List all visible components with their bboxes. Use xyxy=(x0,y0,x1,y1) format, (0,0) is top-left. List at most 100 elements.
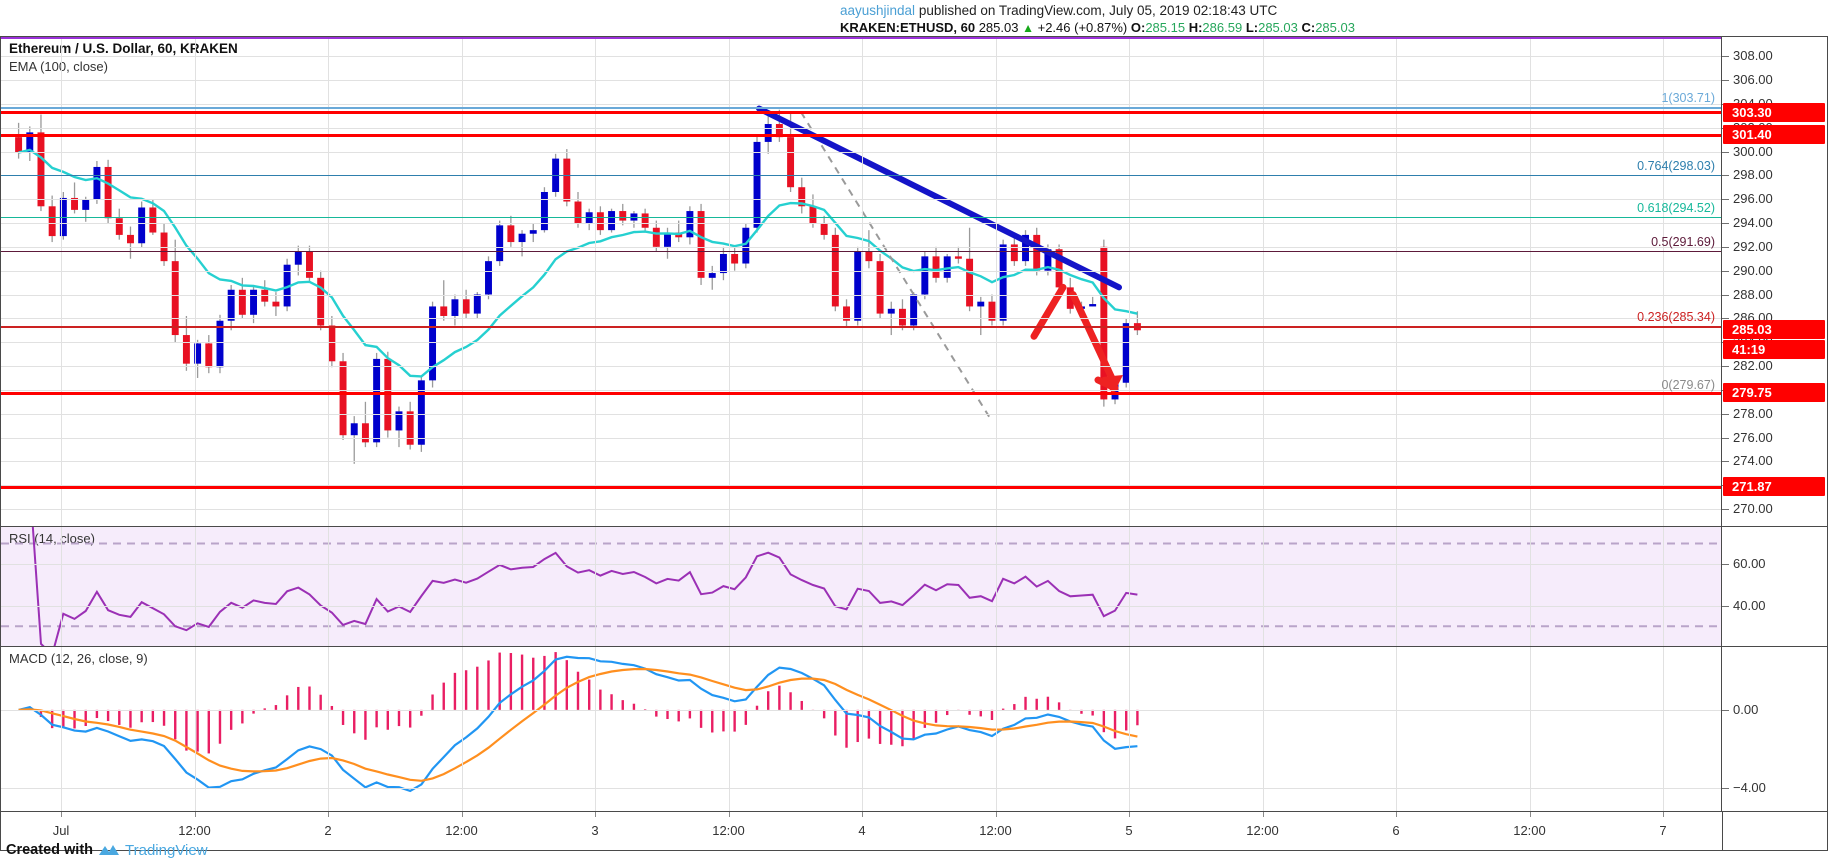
vertical-gridline xyxy=(1529,647,1531,811)
axis-tick-mark xyxy=(1722,270,1729,272)
open-key: O: xyxy=(1130,20,1146,35)
time-tick-label: 3 xyxy=(591,823,599,838)
price-axis[interactable]: 308.00306.00304.00302.00300.00298.00296.… xyxy=(1722,36,1828,812)
price-gridline xyxy=(1,127,1721,129)
axis-price-badge[interactable]: 303.30 xyxy=(1723,102,1825,122)
price-pane[interactable]: Ethereum / U.S. Dollar, 60, KRAKEN EMA (… xyxy=(0,36,1722,526)
vertical-gridline xyxy=(61,37,62,526)
axis-price-badge[interactable]: 279.75 xyxy=(1723,383,1825,403)
time-tick-mark xyxy=(1529,812,1531,817)
rsi-legend[interactable]: RSI (14, close) xyxy=(9,531,95,546)
price-gridline xyxy=(1,151,1721,153)
axis-price-label: 276.00 xyxy=(1733,429,1773,445)
tradingview-brand[interactable]: TradingView xyxy=(125,841,208,859)
chart-frame: Ethereum / U.S. Dollar, 60, KRAKEN EMA (… xyxy=(0,36,1828,851)
time-axis[interactable]: Jul 12:00 2 12:00 3 12:00 4 12:00 5 12:00 6 12:00 7 xyxy=(0,811,1828,851)
axis-price-label: 298.00 xyxy=(1733,167,1773,183)
fib-level-label: 1(303.71) xyxy=(1661,91,1715,106)
price-gridline xyxy=(1,461,1721,463)
support-resistance-line[interactable] xyxy=(1,391,1721,395)
vertical-gridline xyxy=(328,647,329,811)
vertical-gridline xyxy=(194,37,196,526)
low-value: 285.03 xyxy=(1258,20,1298,35)
price-gridline xyxy=(1,246,1721,248)
axis-price-label: 306.00 xyxy=(1733,71,1773,87)
fib-level-label: 0.618(294.52) xyxy=(1637,200,1715,215)
axis-price-label: 296.00 xyxy=(1733,191,1773,207)
price-gridline xyxy=(1,56,1721,58)
vertical-gridline xyxy=(728,647,730,811)
vertical-gridline xyxy=(461,647,463,811)
rsi-gridline xyxy=(1,605,1721,607)
axis-price-badge[interactable]: 271.87 xyxy=(1723,477,1825,497)
axis-tick-mark xyxy=(1722,318,1729,320)
vertical-gridline xyxy=(1663,527,1664,646)
axis-tick-mark xyxy=(1722,199,1729,201)
vertical-gridline xyxy=(461,527,463,646)
vertical-gridline xyxy=(61,527,62,646)
rsi-axis-label: 60.00 xyxy=(1733,556,1766,572)
symbol-label[interactable]: KRAKEN:ETHUSD, 60 xyxy=(840,20,976,35)
rsi-pane[interactable]: RSI (14, close) xyxy=(0,526,1722,646)
axis-tick-mark xyxy=(1722,366,1729,368)
support-resistance-line[interactable] xyxy=(1,111,1721,115)
price-gridline xyxy=(1,389,1721,391)
time-tick-label: Jul xyxy=(52,823,70,838)
ema-legend[interactable]: EMA (100, close) xyxy=(9,59,108,74)
macd-pane[interactable]: MACD (12, 26, close, 9) xyxy=(0,646,1722,811)
vertical-gridline xyxy=(1396,37,1397,526)
macd-gridline xyxy=(1,788,1721,790)
fib-level-label: 0(279.67) xyxy=(1661,377,1715,392)
price-gridline xyxy=(1,103,1721,105)
time-tick-label: 12:00 xyxy=(178,823,211,838)
axis-tick-mark xyxy=(1722,709,1729,711)
vertical-gridline xyxy=(595,37,596,526)
fib-level-line xyxy=(1,37,1721,39)
axis-tick-mark xyxy=(1722,461,1729,463)
macd-legend[interactable]: MACD (12, 26, close, 9) xyxy=(9,651,148,666)
vertical-gridline xyxy=(1396,647,1397,811)
fib-level-line xyxy=(1,250,1721,253)
axis-tick-mark xyxy=(1722,509,1729,511)
publish-text: published on TradingView.com, July 05, 2… xyxy=(915,3,1278,18)
axis-tick-mark xyxy=(1722,788,1729,790)
support-resistance-line[interactable] xyxy=(1,133,1721,137)
time-tick-label: 5 xyxy=(1125,823,1133,838)
fib-level-label: 0.236(285.34) xyxy=(1637,310,1715,325)
close-key: C: xyxy=(1301,20,1316,35)
vertical-gridline xyxy=(728,527,730,646)
vertical-gridline xyxy=(995,647,997,811)
time-tick-mark xyxy=(995,812,997,817)
vertical-gridline xyxy=(1663,37,1664,526)
close-value: 285.03 xyxy=(1315,20,1355,35)
price-gridline xyxy=(1,509,1721,511)
price-gridline xyxy=(1,270,1721,272)
fib-level-line xyxy=(1,326,1721,328)
author-link[interactable]: aayushjindal xyxy=(840,3,916,18)
time-tick-mark xyxy=(862,812,863,817)
axis-price-badge[interactable]: 41:19 xyxy=(1723,339,1825,359)
time-tick-mark xyxy=(1396,812,1397,817)
price-gridline xyxy=(1,342,1721,344)
vertical-gridline xyxy=(1663,647,1664,811)
vertical-gridline xyxy=(328,527,329,646)
time-tick-label: 4 xyxy=(858,823,866,838)
axis-price-label: 270.00 xyxy=(1733,501,1773,517)
support-resistance-line[interactable] xyxy=(1,485,1721,489)
time-tick-mark xyxy=(461,812,463,817)
price-gridline xyxy=(1,79,1721,81)
axis-price-label: 288.00 xyxy=(1733,286,1773,302)
axis-price-badge[interactable]: 301.40 xyxy=(1723,125,1825,145)
axis-tick-mark xyxy=(1722,56,1729,58)
vertical-gridline xyxy=(461,37,463,526)
time-tick-mark xyxy=(194,812,196,817)
vertical-gridline xyxy=(194,527,196,646)
vertical-gridline xyxy=(1396,527,1397,646)
chart-title: Ethereum / U.S. Dollar, 60, KRAKEN xyxy=(9,41,238,56)
fib-level-line xyxy=(1,174,1721,177)
time-tick-mark xyxy=(61,812,62,817)
time-tick-mark xyxy=(1129,812,1130,817)
axis-price-badge[interactable]: 285.03 xyxy=(1723,320,1825,340)
axis-divider-macd xyxy=(1722,646,1828,647)
time-tick-label: 12:00 xyxy=(1513,823,1546,838)
